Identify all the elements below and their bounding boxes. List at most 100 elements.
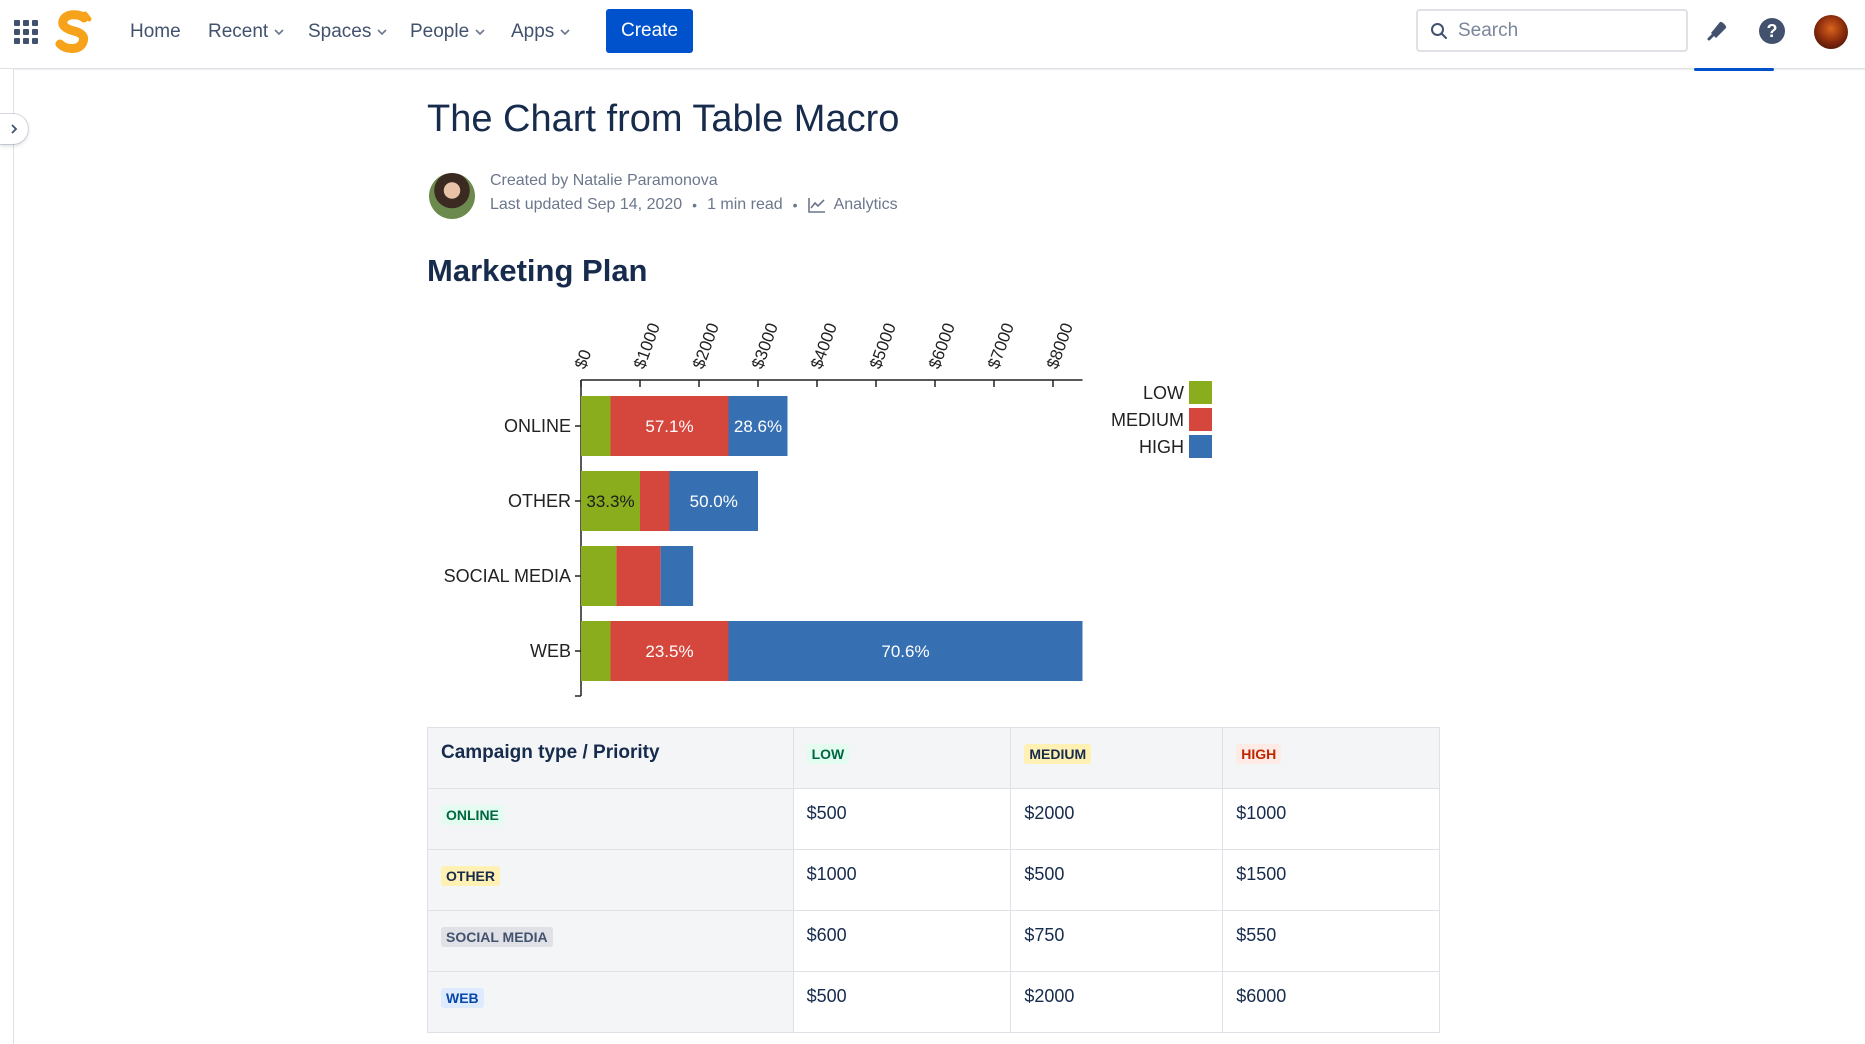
bar-chart-svg: $0 $1000 $2000 $3000 $4000 $5000 $6000 $7000 $80… — [444, 320, 1212, 697]
legend-swatch — [1189, 435, 1212, 458]
notifications-icon[interactable] — [1703, 16, 1733, 46]
user-avatar[interactable] — [1814, 15, 1848, 49]
table-row: ONLINE $500 $2000 $1000 — [427, 788, 1440, 850]
nav-people[interactable]: People — [410, 20, 485, 44]
x-tick-label: $7000 — [984, 320, 1018, 371]
active-tab-indicator — [1694, 68, 1774, 71]
table-cell: $1000 — [1222, 788, 1440, 850]
table-cell: $600 — [792, 910, 1012, 972]
search-box[interactable] — [1416, 9, 1688, 52]
top-navigation: Home Recent Spaces People Apps Create ? — [0, 0, 1865, 69]
x-tick-label: $6000 — [925, 320, 959, 371]
separator-dot: • — [792, 197, 798, 213]
table-header-row: Campaign type / Priority LOW MEDIUM HIGH — [427, 727, 1440, 789]
bar-data-label: 23.5% — [645, 642, 693, 661]
sidebar-collapsed — [0, 69, 14, 1044]
table-cell: $550 — [1222, 910, 1440, 972]
table-cell: $1500 — [1222, 849, 1440, 911]
x-tick-label: $2000 — [689, 320, 723, 371]
bar-segment — [640, 471, 670, 531]
x-tick-label: $8000 — [1043, 320, 1077, 371]
y-tick-label: ONLINE — [504, 416, 571, 436]
header-campaign-type: Campaign type / Priority — [427, 727, 794, 789]
table-cell: $6000 — [1222, 971, 1440, 1033]
nav-recent[interactable]: Recent — [208, 20, 284, 44]
bar-data-label: 33.3% — [586, 492, 634, 511]
bar-segment — [581, 396, 611, 456]
nav-home[interactable]: Home — [130, 20, 181, 44]
bar-data-label: 57.1% — [645, 417, 693, 436]
row-label-cell: WEB — [427, 971, 794, 1033]
y-tick-label: WEB — [530, 641, 571, 661]
table-cell: $500 — [792, 788, 1012, 850]
x-tick-label: $1000 — [630, 320, 664, 371]
bar-segment — [669, 471, 758, 531]
expand-sidebar-button[interactable] — [0, 114, 28, 144]
nav-people-label: People — [410, 21, 470, 42]
x-tick-label: $0 — [571, 347, 595, 371]
page-title: The Chart from Table Macro — [427, 98, 900, 140]
bar-segment — [728, 396, 788, 456]
nav-spaces[interactable]: Spaces — [308, 20, 387, 44]
legend-swatch — [1189, 408, 1212, 431]
search-input[interactable] — [1458, 19, 1658, 42]
bar-data-label: 50.0% — [690, 492, 738, 511]
legend-label: LOW — [1143, 383, 1184, 403]
table-row: OTHER $1000 $500 $1500 — [427, 849, 1440, 911]
header-low: LOW — [792, 727, 1012, 789]
search-icon — [1431, 22, 1447, 39]
analytics-icon — [807, 198, 825, 213]
legend-label: MEDIUM — [1111, 410, 1184, 430]
row-label-cell: ONLINE — [427, 788, 794, 850]
bar-segment — [581, 621, 611, 681]
chevron-down-icon — [377, 29, 387, 36]
bar-segment — [616, 546, 661, 606]
table-row: WEB $500 $2000 $6000 — [427, 971, 1440, 1033]
nav-apps[interactable]: Apps — [511, 20, 570, 44]
app-switcher-icon[interactable] — [14, 20, 38, 44]
section-title: Marketing Plan — [427, 253, 648, 288]
analytics-label: Analytics — [833, 196, 898, 213]
nav-apps-label: Apps — [511, 21, 555, 42]
create-button[interactable]: Create — [606, 9, 693, 53]
x-tick-label: $5000 — [866, 320, 900, 371]
nav-spaces-label: Spaces — [308, 21, 372, 42]
table-cell: $2000 — [1010, 788, 1224, 850]
lozenge-other: OTHER — [441, 866, 500, 886]
lozenge-online: ONLINE — [441, 805, 504, 825]
read-time: 1 min read — [707, 196, 783, 213]
table-cell: $500 — [1010, 849, 1224, 911]
help-icon[interactable]: ? — [1757, 16, 1787, 46]
chevron-down-icon — [475, 29, 485, 36]
y-tick-label: OTHER — [508, 491, 571, 511]
svg-text:?: ? — [1767, 21, 1778, 41]
author-avatar[interactable] — [429, 173, 475, 219]
table-cell: $750 — [1010, 910, 1224, 972]
site-logo[interactable] — [54, 10, 94, 54]
lozenge-high: HIGH — [1236, 744, 1282, 764]
analytics-link[interactable]: Analytics — [807, 196, 898, 214]
lozenge-social-media: SOCIAL MEDIA — [441, 927, 553, 947]
chevron-down-icon — [560, 29, 570, 36]
chevron-down-icon — [274, 29, 284, 36]
created-by: Created by Natalie Paramonova — [490, 172, 718, 189]
nav-home-label: Home — [130, 21, 181, 42]
x-tick-label: $3000 — [748, 320, 782, 371]
chevron-right-icon — [11, 124, 18, 134]
last-updated[interactable]: Last updated Sep 14, 2020 — [490, 196, 683, 213]
row-label-cell: SOCIAL MEDIA — [427, 910, 794, 972]
marketing-plan-chart: $0 $1000 $2000 $3000 $4000 $5000 $6000 $7000 $80… — [427, 305, 1217, 705]
table-cell: $1000 — [792, 849, 1012, 911]
bar-segment — [581, 471, 640, 531]
row-label-cell: OTHER — [427, 849, 794, 911]
bar-segment — [728, 621, 1083, 681]
lozenge-medium: MEDIUM — [1024, 744, 1092, 764]
bar-segment — [660, 546, 694, 606]
legend-label: HIGH — [1139, 437, 1184, 457]
lozenge-web: WEB — [441, 988, 484, 1008]
table-cell: $500 — [792, 971, 1012, 1033]
bar-segment — [610, 396, 729, 456]
header-medium: MEDIUM — [1010, 727, 1224, 789]
lozenge-low: LOW — [806, 744, 850, 764]
marketing-plan-table: Campaign type / Priority LOW MEDIUM HIGH… — [427, 727, 1440, 1033]
